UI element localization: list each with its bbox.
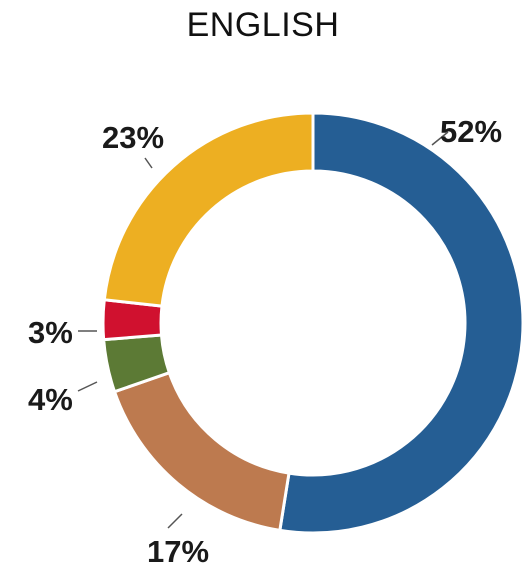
leader-line-2 <box>77 381 98 392</box>
slice-label-3: 3% <box>28 315 73 350</box>
leader-line-0 <box>431 131 449 146</box>
label-leaders <box>77 131 449 529</box>
leader-line-1 <box>167 513 183 529</box>
slice-label-2: 4% <box>28 382 73 417</box>
donut-slice-1 <box>112 370 291 533</box>
chart-title: ENGLISH <box>186 6 340 44</box>
donut-slice-0 <box>278 111 525 535</box>
donut-slices <box>101 111 525 535</box>
donut-slice-4 <box>102 111 315 308</box>
slice-label-4: 23% <box>102 120 164 155</box>
slice-label-0: 52% <box>440 114 502 149</box>
slice-label-1: 17% <box>147 534 209 569</box>
slice-labels: 52% 17% 4% 3% 23% <box>28 114 502 569</box>
leader-line-4 <box>144 157 153 169</box>
